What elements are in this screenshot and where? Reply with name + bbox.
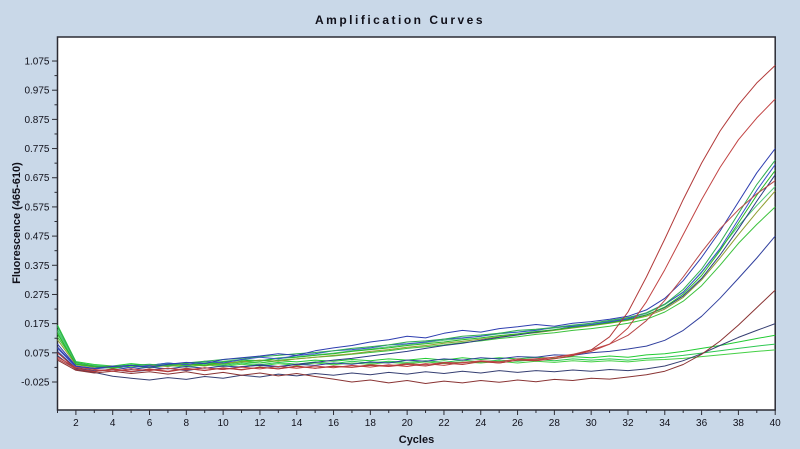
x-tick-label: 6 (147, 418, 153, 429)
y-tick-label: 0.975 (24, 86, 49, 97)
x-tick-label: 30 (586, 418, 598, 429)
x-tick-label: 4 (110, 418, 116, 429)
curve-red-c (57, 180, 776, 373)
x-tick-label: 20 (402, 418, 414, 429)
x-tick-label: 40 (770, 418, 782, 429)
x-tick-label: 32 (622, 418, 634, 429)
chart-title: Amplification Curves (314, 13, 486, 27)
curve-maroon (57, 289, 776, 384)
x-tick-label: 26 (512, 418, 524, 429)
y-tick-label: 0.875 (24, 115, 49, 126)
x-tick-label: 24 (475, 418, 487, 429)
y-tick-label: 0.775 (24, 144, 49, 155)
y-tick-label: 0.575 (24, 202, 49, 213)
x-tick-label: 10 (218, 418, 230, 429)
x-tick-label: 2 (73, 418, 79, 429)
y-tick-label: 0.675 (24, 173, 49, 184)
y-tick-label: 0.475 (24, 232, 49, 243)
x-tick-label: 8 (184, 418, 190, 429)
x-tick-label: 34 (659, 418, 671, 429)
curve-green-flat-c (57, 332, 776, 369)
x-axis-label: Cycles (398, 434, 435, 446)
x-tick-label: 18 (365, 418, 377, 429)
x-tick-label: 12 (254, 418, 266, 429)
y-tick-label: 0.275 (24, 290, 49, 301)
x-tick-label: 36 (696, 418, 708, 429)
y-tick-label: 1.075 (24, 57, 49, 68)
x-tick-label: 28 (549, 418, 561, 429)
curve-blue-late (57, 235, 776, 370)
curve-navy-late (57, 323, 776, 381)
curve-olive (57, 190, 776, 369)
x-tick-label: 14 (291, 418, 303, 429)
plot-area (56, 36, 776, 411)
curve-green-a (57, 159, 776, 368)
y-tick-label: 0.175 (24, 319, 49, 330)
curve-red-a (57, 65, 776, 373)
y-tick-label: 0.075 (24, 348, 49, 359)
y-tick-label: 0.375 (24, 261, 49, 272)
x-tick-label: 16 (328, 418, 340, 429)
x-tick-label: 38 (733, 418, 745, 429)
curve-blue-a (57, 148, 776, 369)
x-tick-label: 22 (438, 418, 450, 429)
y-tick-label: -0.025 (21, 378, 50, 389)
